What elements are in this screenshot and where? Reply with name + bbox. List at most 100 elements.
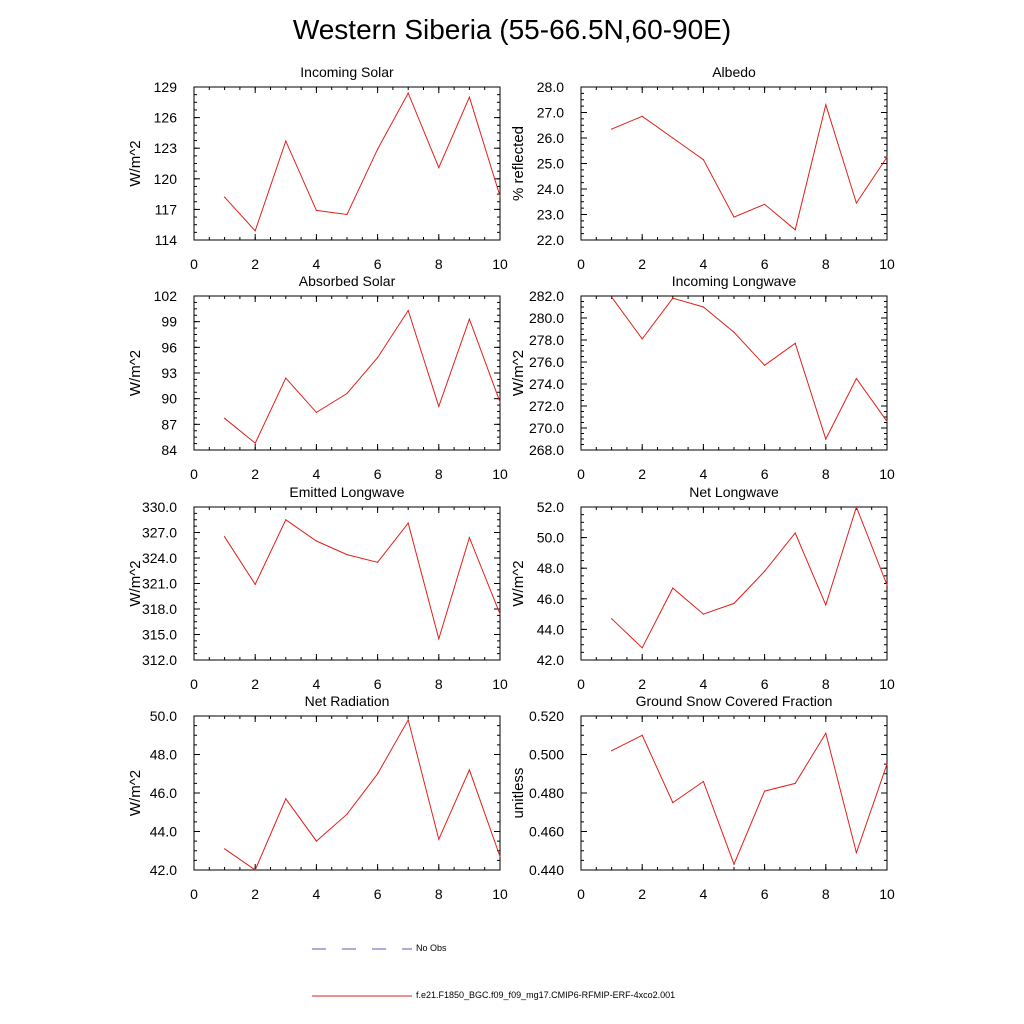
y-tick-label: 321.0: [142, 576, 177, 592]
y-tick-label: 312.0: [142, 652, 177, 668]
x-tick-label: 4: [700, 466, 708, 482]
panel-net-radiation: 0 2 4 6 8 10 42.0 44.0 46.0 48.0 50.0 Net Radiation…: [127, 693, 508, 902]
data-point: [224, 417, 226, 419]
x-tick-label: 6: [761, 466, 769, 482]
y-tick-label: 87: [161, 416, 177, 432]
data-point: [641, 115, 643, 117]
y-tick-label: 126: [154, 110, 178, 126]
y-tick-label: 0.480: [529, 785, 564, 801]
x-tick-label: 2: [638, 676, 646, 692]
y-tick-label: 52.0: [537, 499, 564, 515]
data-point: [377, 773, 379, 775]
x-tick-label: 10: [879, 256, 895, 272]
data-point: [702, 780, 705, 783]
y-tick-label: 84: [161, 442, 177, 458]
data-point: [886, 420, 888, 422]
data-point: [794, 229, 796, 231]
data-point: [825, 438, 827, 440]
x-tick-label: 8: [822, 466, 830, 482]
data-point: [886, 584, 888, 586]
x-tick-label: 0: [577, 466, 585, 482]
y-tick-label: 48.0: [150, 747, 177, 763]
plot-frame: [193, 86, 501, 241]
panel-title: Net Radiation: [305, 693, 390, 709]
x-tick-label: 4: [313, 466, 321, 482]
y-axis-label: W/m^2: [127, 350, 144, 396]
x-tick-label: 6: [761, 256, 769, 272]
x-tick-label: 4: [700, 676, 708, 692]
data-point: [611, 750, 613, 752]
y-tick-label: 276.0: [529, 354, 564, 370]
data-point: [224, 536, 226, 538]
data-point: [315, 209, 317, 212]
y-tick-label: 270.0: [529, 420, 564, 436]
plot-frame: [193, 715, 501, 871]
data-point: [407, 719, 409, 721]
x-tick-label: 8: [822, 676, 830, 692]
y-tick-label: 25.0: [537, 156, 564, 172]
y-tick-label: 28.0: [537, 79, 564, 95]
data-point: [611, 296, 613, 298]
data-point: [886, 763, 888, 765]
data-point: [285, 140, 287, 142]
y-tick-label: 23.0: [537, 207, 564, 223]
panel-title: Ground Snow Covered Fraction: [636, 693, 833, 709]
plot-frame: [580, 506, 888, 661]
data-point: [468, 537, 470, 539]
plot-frame: [580, 295, 888, 451]
series-line-ground-snow-covered-fraction: [611, 732, 888, 866]
data-point: [285, 519, 287, 521]
data-point: [254, 442, 256, 444]
x-tick-label: 4: [700, 256, 708, 272]
y-axis-label: W/m^2: [510, 350, 527, 396]
y-axis-label: W/m^2: [127, 140, 144, 186]
data-point: [254, 583, 256, 585]
y-tick-label: 315.0: [142, 627, 177, 643]
x-tick-label: 6: [374, 676, 382, 692]
data-point: [499, 855, 501, 858]
data-point: [315, 840, 317, 842]
y-tick-label: 274.0: [529, 376, 564, 392]
panel-ground-snow-covered-fraction: 0 2 4 6 8 10 0.440 0.460 0.480 0.500 0.520 Ground S…: [510, 693, 895, 902]
data-point: [733, 602, 735, 604]
x-tick-label: 10: [879, 886, 895, 902]
series-line-net-radiation: [224, 718, 501, 871]
data-point: [438, 405, 440, 407]
data-point: [702, 159, 705, 161]
x-tick-label: 2: [251, 886, 259, 902]
y-tick-label: 96: [161, 339, 177, 355]
y-tick-label: 42.0: [150, 862, 177, 878]
x-tick-label: 6: [374, 256, 382, 272]
panel-incoming-solar: 0 2 4 6 8 10 114 117 120 123 126 129 Incoming Solar W…: [127, 64, 508, 272]
data-point: [468, 96, 470, 98]
data-point: [285, 377, 287, 379]
data-point: [855, 506, 858, 508]
data-point: [855, 852, 858, 854]
data-point: [438, 166, 440, 169]
y-tick-label: 42.0: [537, 652, 564, 668]
legend-model-label: f.e21.F1850_BGC.f09_f09_mg17.CMIP6-RFMIP…: [416, 990, 676, 1000]
panel-title: Albedo: [712, 64, 756, 80]
data-point: [733, 331, 735, 333]
data-point: [346, 392, 348, 395]
x-tick-label: 10: [492, 886, 508, 902]
data-point: [733, 216, 735, 218]
data-point: [672, 587, 674, 589]
series-line-albedo: [611, 102, 888, 231]
data-point: [315, 540, 317, 542]
series-line-incoming-longwave: [611, 296, 888, 441]
x-tick-label: 0: [577, 676, 585, 692]
data-point: [702, 613, 705, 615]
data-point: [855, 202, 858, 204]
series-line-absorbed-solar: [224, 309, 501, 444]
data-point: [377, 357, 379, 359]
x-tick-label: 2: [638, 886, 646, 902]
data-point: [672, 802, 674, 804]
x-tick-label: 2: [638, 466, 646, 482]
y-tick-label: 268.0: [529, 442, 564, 458]
panel-absorbed-solar: 0 2 4 6 8 10 84 87 90 93 96 99 102 Absorbed Solar W/m^…: [127, 273, 508, 482]
x-tick-label: 0: [190, 466, 198, 482]
y-tick-label: 50.0: [537, 530, 564, 546]
panel-title: Incoming Solar: [300, 64, 394, 80]
